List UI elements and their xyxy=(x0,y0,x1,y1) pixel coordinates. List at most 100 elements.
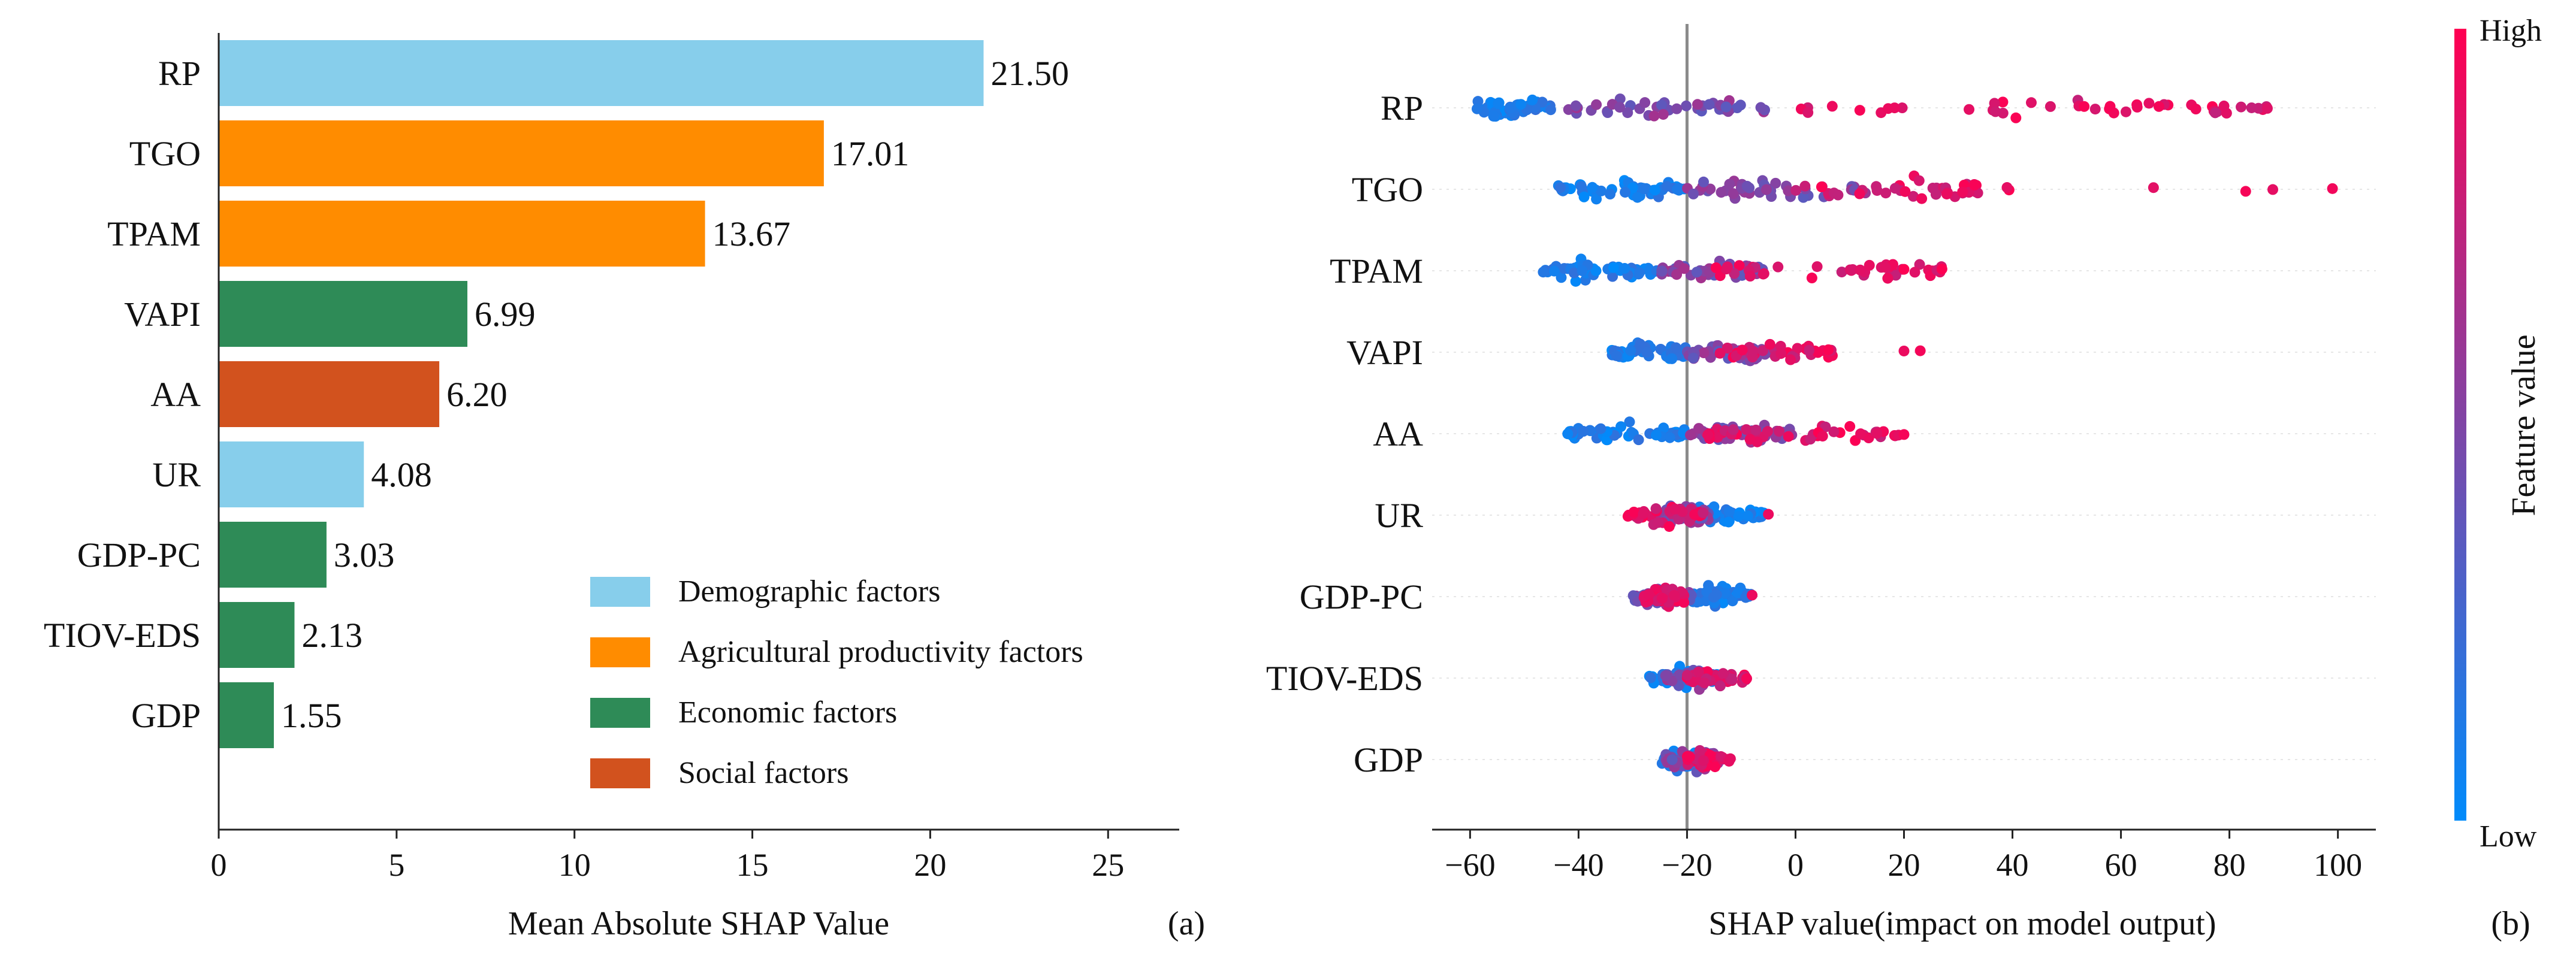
shap-point-extreme xyxy=(2104,101,2116,112)
shap-point xyxy=(1798,192,1809,203)
shap-point xyxy=(1570,276,1581,287)
bar-series xyxy=(219,40,984,748)
shap-point xyxy=(1913,175,1925,186)
x-axis-label: Mean Absolute SHAP Value xyxy=(508,905,889,942)
x-tick-label-0: 0 xyxy=(211,847,227,883)
value-label-rp: 21.50 xyxy=(990,54,1069,93)
shap-point xyxy=(1871,181,1882,192)
x-tick-label--60: −60 xyxy=(1445,847,1495,883)
x-tick-label-20: 20 xyxy=(1888,847,1920,883)
colorbar-low-label: Low xyxy=(2480,819,2537,854)
feature-label-aa: AA xyxy=(1373,415,1423,453)
shap-point xyxy=(1678,597,1690,608)
shap-point xyxy=(1964,104,1975,115)
shap-point xyxy=(1650,429,1662,441)
shap-point xyxy=(1864,259,1875,271)
shap-point xyxy=(1698,176,1710,187)
shap-point xyxy=(2209,107,2221,119)
shap-point xyxy=(1719,588,1731,599)
shap-point xyxy=(1684,751,1695,763)
shap-point-extreme xyxy=(2153,101,2164,112)
shap-point xyxy=(1770,177,1781,189)
shap-point xyxy=(1591,193,1602,205)
shap-point-extreme xyxy=(2261,102,2273,114)
bar-tiov-eds xyxy=(219,602,295,668)
shap-point xyxy=(1728,188,1739,199)
shap-point xyxy=(1899,186,1911,197)
shap-point xyxy=(1687,352,1699,364)
shap-point xyxy=(1678,263,1690,274)
colorbar: High Low Feature value xyxy=(2454,14,2542,854)
shap-point xyxy=(1614,102,1626,113)
shap-point xyxy=(1812,347,1823,358)
feature-label-tpam: TPAM xyxy=(1330,252,1423,291)
shap-point xyxy=(2089,104,2101,115)
shap-point xyxy=(1896,102,1908,114)
bar-gdp xyxy=(219,682,274,748)
x-tick-label--40: −40 xyxy=(1553,847,1603,883)
shap-point xyxy=(1538,267,1549,278)
shap-point xyxy=(1890,270,1901,281)
shap-point xyxy=(1729,268,1740,279)
shap-point xyxy=(1638,508,1649,519)
shap-point xyxy=(1645,672,1656,683)
shap-point-extreme xyxy=(1763,509,1774,520)
shap-point-extreme xyxy=(1747,589,1758,601)
shap-point xyxy=(1889,183,1901,194)
shap-point xyxy=(1656,99,1667,111)
panel-label-b: (b) xyxy=(2491,905,2530,942)
shap-point xyxy=(1611,350,1622,361)
shap-point xyxy=(1471,103,1482,114)
shap-point xyxy=(1742,510,1753,522)
shap-point xyxy=(1493,98,1504,109)
shap-point xyxy=(1969,180,1980,191)
value-label-tiov-eds: 2.13 xyxy=(301,616,362,655)
shap-point xyxy=(1656,265,1668,277)
shap-point xyxy=(1728,424,1739,435)
category-label-tpam: TPAM xyxy=(107,214,201,253)
shap-point xyxy=(1750,424,1762,435)
shap-point xyxy=(1737,344,1748,356)
shap-point xyxy=(1941,188,1952,199)
value-label-gdp-pc: 3.03 xyxy=(334,536,395,574)
bar-gdp-pc xyxy=(219,522,327,588)
shap-point xyxy=(1632,192,1643,203)
shap-point xyxy=(1916,193,1928,204)
shap-point xyxy=(1687,188,1699,199)
shap-point xyxy=(1693,423,1705,434)
shap-point xyxy=(1649,184,1660,196)
shap-point xyxy=(1660,670,1671,681)
shap-point xyxy=(1704,99,1715,110)
shap-point xyxy=(1590,265,1602,277)
shap-point xyxy=(1854,188,1865,199)
panel-b-beeswarm: RP TGO TPAM VAPI AA UR GDP-PC TIOV-EDS GDP −60 −4… xyxy=(1266,14,2542,942)
bar-tpam xyxy=(219,201,705,267)
shap-point xyxy=(1657,108,1669,120)
shap-point xyxy=(1774,426,1785,437)
category-label-rp: RP xyxy=(158,54,201,93)
shap-points xyxy=(1471,93,2338,778)
shap-point xyxy=(1639,97,1651,108)
shap-point xyxy=(1661,181,1672,192)
shap-point xyxy=(1578,191,1590,202)
legend-label-social: Social factors xyxy=(678,756,848,790)
shap-point xyxy=(1762,426,1773,437)
feature-label-rp: RP xyxy=(1381,89,1423,128)
shap-point-extreme xyxy=(2045,101,2056,112)
shap-point xyxy=(1710,761,1721,773)
panel-a-bar-chart: RP TGO TPAM VAPI AA UR GDP-PC TIOV-EDS GDP 21.50… xyxy=(44,33,1205,942)
feature-label-tiov-eds: TIOV-EDS xyxy=(1266,659,1423,698)
shap-point xyxy=(1545,104,1556,116)
colorbar-title: Feature value xyxy=(2505,334,2542,516)
shap-point-extreme xyxy=(2327,183,2338,194)
shap-point xyxy=(1699,677,1710,688)
feature-labels: RP TGO TPAM VAPI AA UR GDP-PC TIOV-EDS GDP xyxy=(1266,89,1423,779)
shap-point xyxy=(2025,97,2037,108)
shap-point-extreme xyxy=(2240,186,2251,197)
shap-point xyxy=(1914,259,1925,270)
feature-label-ur: UR xyxy=(1375,496,1423,535)
shap-point xyxy=(2120,106,2131,117)
shap-point xyxy=(1620,186,1631,198)
value-label-tpam: 13.67 xyxy=(712,214,791,253)
